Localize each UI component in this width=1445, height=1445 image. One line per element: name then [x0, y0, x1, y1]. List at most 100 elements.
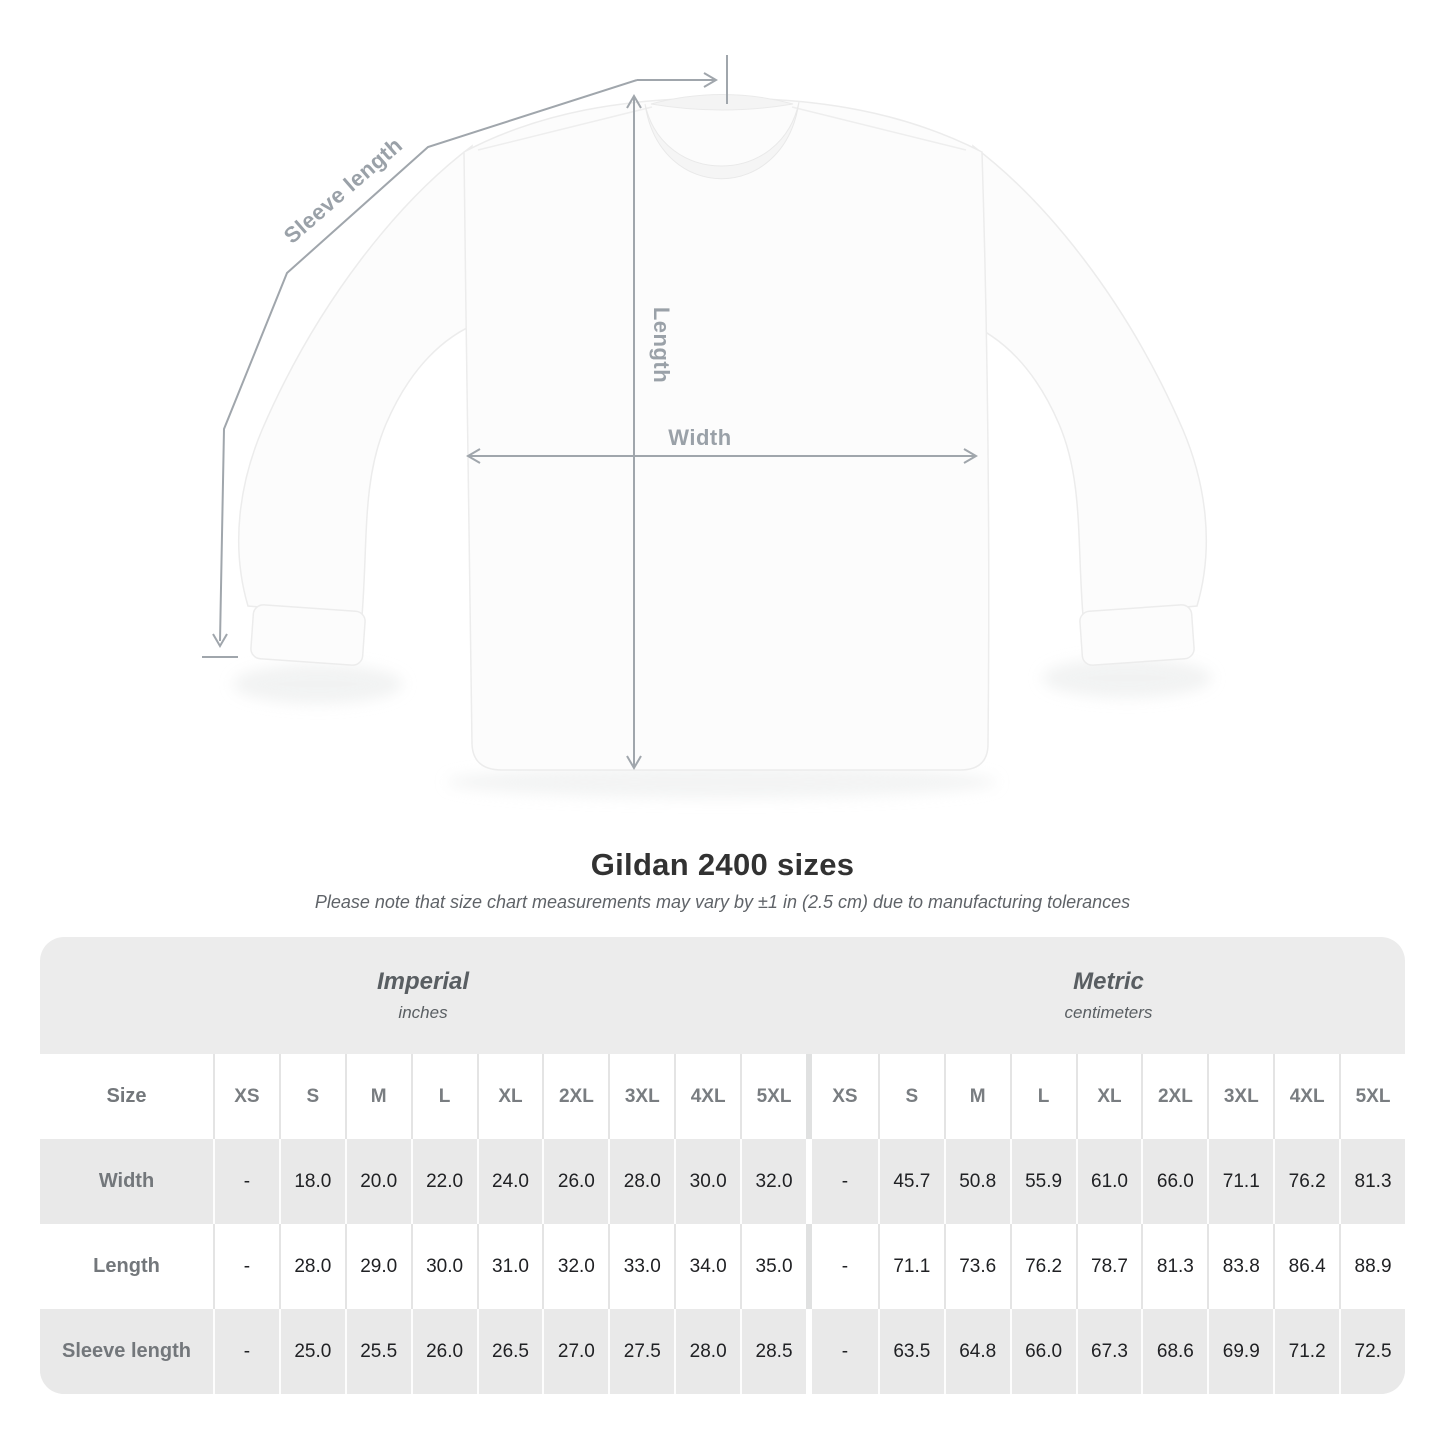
shirt-measurement-diagram: Sleeve length Length Width	[202, 55, 1212, 798]
size-header-metric: 5XL	[1339, 1054, 1405, 1139]
width-imperial-value: -	[213, 1139, 279, 1224]
row-label-sleeve-length: Sleeve length	[40, 1309, 213, 1394]
sleeve-imperial-value: 28.5	[740, 1309, 806, 1394]
size-header-imperial: 4XL	[674, 1054, 741, 1139]
sleeve-metric-value: 68.6	[1141, 1309, 1208, 1394]
length-arrow-bottom	[626, 755, 642, 770]
size-header-metric: L	[1009, 1054, 1076, 1139]
length-imperial-value: 32.0	[542, 1224, 609, 1309]
imperial-group-header: Imperial inches	[40, 937, 806, 1054]
width-imperial-value: 28.0	[608, 1139, 675, 1224]
size-header-metric: 2XL	[1141, 1054, 1208, 1139]
sleeve-metric-value: 69.9	[1207, 1309, 1274, 1394]
top-arrow-head	[703, 72, 718, 88]
right-cuff	[1079, 604, 1195, 666]
measurement-lines	[202, 55, 978, 770]
length-metric-value: 76.2	[1009, 1224, 1076, 1309]
sleeve-imperial-value: 25.5	[344, 1309, 411, 1394]
width-imperial-value: 22.0	[410, 1139, 477, 1224]
width-metric-value: 45.7	[877, 1139, 944, 1224]
size-header-metric: 4XL	[1273, 1054, 1340, 1139]
right-shoulder-seam	[791, 106, 967, 151]
length-metric-value: 73.6	[943, 1224, 1010, 1309]
sleeve-imperial-value: 26.0	[410, 1309, 477, 1394]
half-divider	[805, 1224, 812, 1309]
size-header-metric: S	[877, 1054, 944, 1139]
length-metric-value: 86.4	[1273, 1224, 1340, 1309]
metric-unit: centimeters	[1064, 1003, 1153, 1022]
shirt-shadows	[233, 658, 1212, 798]
size-header-imperial: 2XL	[542, 1054, 609, 1139]
half-divider	[805, 1139, 812, 1224]
sleeve-metric-value: 64.8	[943, 1309, 1010, 1394]
size-header-metric: XL	[1075, 1054, 1142, 1139]
sleeve-metric-value: 72.5	[1339, 1309, 1405, 1394]
row-label-length: Length	[40, 1224, 213, 1309]
size-table: Imperial inches Metric centimeters Size …	[40, 937, 1405, 1394]
length-metric-value: 81.3	[1141, 1224, 1208, 1309]
sleeve-imperial-value: 28.0	[674, 1309, 741, 1394]
row-label-width: Width	[40, 1139, 213, 1224]
width-metric-value: 55.9	[1009, 1139, 1076, 1224]
sleeve-imperial-value: 25.0	[278, 1309, 345, 1394]
length-metric-value: 88.9	[1339, 1224, 1405, 1309]
size-header-imperial: L	[410, 1054, 477, 1139]
left-sleeve	[237, 144, 481, 617]
metric-title: Metric	[1073, 968, 1144, 995]
size-header-metric: 3XL	[1207, 1054, 1274, 1139]
sleeve-metric-value: 66.0	[1009, 1309, 1076, 1394]
length-arrow-top	[626, 94, 642, 109]
size-header-imperial: S	[278, 1054, 345, 1139]
width-arrow-left	[466, 448, 481, 464]
long-sleeve-shirt-graphic	[237, 94, 1208, 771]
width-imperial-value: 30.0	[674, 1139, 741, 1224]
size-header-imperial: 5XL	[740, 1054, 806, 1139]
length-metric-value: 78.7	[1075, 1224, 1142, 1309]
sleeve-length-arrow-head	[212, 633, 228, 648]
sleeve-metric-value: 63.5	[877, 1309, 944, 1394]
left-shoulder-seam	[477, 106, 653, 151]
half-divider	[805, 1054, 812, 1139]
size-header-metric: XS	[811, 1054, 878, 1139]
width-imperial-value: 24.0	[476, 1139, 543, 1224]
sleeve-imperial-value: 26.5	[476, 1309, 543, 1394]
sleeve-imperial-value: 27.0	[542, 1309, 609, 1394]
sleeve-length-line	[219, 79, 638, 642]
length-imperial-value: 33.0	[608, 1224, 675, 1309]
page-title: Gildan 2400 sizes	[590, 847, 855, 882]
length-imperial-value: 29.0	[344, 1224, 411, 1309]
length-imperial-value: 34.0	[674, 1224, 741, 1309]
length-imperial-value: 28.0	[278, 1224, 345, 1309]
width-metric-value: 71.1	[1207, 1139, 1274, 1224]
imperial-title: Imperial	[376, 968, 470, 995]
sleeve-metric-value: 67.3	[1075, 1309, 1142, 1394]
length-metric-value: 83.8	[1207, 1224, 1274, 1309]
size-header-imperial: XL	[476, 1054, 543, 1139]
length-imperial-value: 35.0	[740, 1224, 806, 1309]
sleeve-metric-value: 71.2	[1273, 1309, 1340, 1394]
width-metric-value: 50.8	[943, 1139, 1010, 1224]
width-imperial-value: 32.0	[740, 1139, 806, 1224]
length-label: Length	[649, 307, 674, 383]
width-metric-value: -	[811, 1139, 878, 1224]
width-imperial-value: 18.0	[278, 1139, 345, 1224]
width-imperial-value: 26.0	[542, 1139, 609, 1224]
metric-group-header: Metric centimeters	[812, 937, 1405, 1054]
sleeve-imperial-value: -	[213, 1309, 279, 1394]
width-label: Width	[668, 425, 731, 450]
length-imperial-value: -	[213, 1224, 279, 1309]
size-column-header: Size	[40, 1054, 213, 1139]
length-metric-value: -	[811, 1224, 878, 1309]
left-cuff	[250, 604, 366, 666]
tolerance-note: Please note that size chart measurements…	[314, 892, 1131, 912]
length-imperial-value: 30.0	[410, 1224, 477, 1309]
size-header-imperial: XS	[213, 1054, 279, 1139]
length-metric-value: 71.1	[877, 1224, 944, 1309]
right-sleeve	[964, 144, 1208, 617]
sleeve-imperial-value: 27.5	[608, 1309, 675, 1394]
sleeve-metric-value: -	[811, 1309, 878, 1394]
width-metric-value: 66.0	[1141, 1139, 1208, 1224]
imperial-unit: inches	[398, 1003, 448, 1022]
width-imperial-value: 20.0	[344, 1139, 411, 1224]
